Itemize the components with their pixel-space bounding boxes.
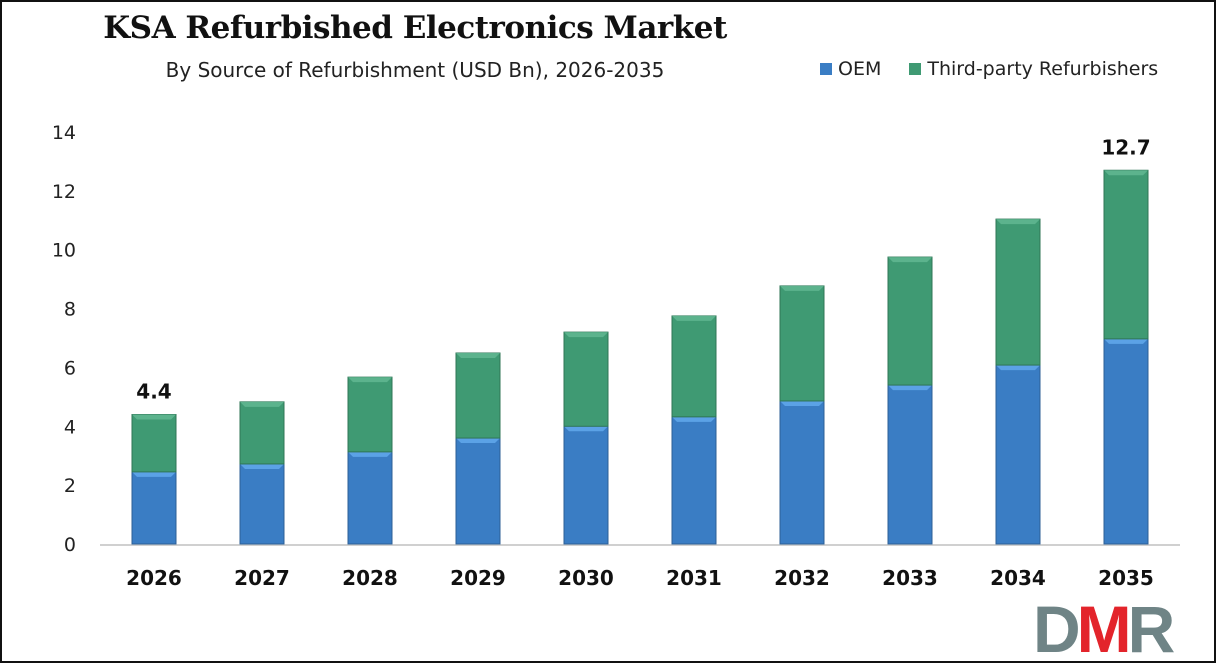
bar-bevel [672,315,716,321]
bar-bevel [348,377,392,383]
bar-bevel [888,385,932,391]
bar-oem-2027 [239,463,285,545]
x-tick-label: 2031 [666,566,722,590]
x-tick-label: 2033 [882,566,938,590]
bar-oem-2030 [563,425,609,545]
bar-bevel [132,414,176,420]
y-tick-label: 8 [64,299,76,321]
bar-oem-2033 [887,384,933,545]
legend-label-third-party: Third-party Refurbishers [927,58,1159,80]
bar-third-party-2034 [995,218,1041,366]
y-tick-label: 4 [64,416,76,438]
x-tick-label: 2027 [234,566,290,590]
legend-label-oem: OEM [838,58,882,80]
x-tick-label: 2032 [774,566,830,590]
bar-third-party-2028 [347,376,393,453]
dmr-logo: DMR [1033,592,1175,666]
bar-oem-2032 [779,400,825,545]
bar-bevel [456,438,500,444]
x-tick-label: 2028 [342,566,398,590]
legend-item-oem: OEM [820,58,881,80]
bar-bevel [780,400,824,406]
bar-third-party-2026 [131,414,177,473]
x-tick-label: 2026 [126,566,182,590]
chart-title: KSA Refurbished Electronics Market [103,10,727,46]
data-label: 4.4 [136,380,171,404]
bar-bevel [240,401,284,407]
bar-third-party-2029 [455,352,501,439]
bar-third-party-2030 [563,331,609,427]
chart-subtitle: By Source of Refurbishment (USD Bn), 202… [165,58,665,82]
bar-oem-2028 [347,451,393,545]
bar-bevel [1104,338,1148,344]
x-tick-label: 2029 [450,566,506,590]
bar-bevel [996,219,1040,225]
bar-bevel [996,365,1040,371]
y-tick-label: 14 [52,122,76,144]
bar-bevel [564,426,608,432]
legend-swatch-third-party [909,63,922,75]
bar-bevel [132,471,176,477]
bar-oem-2026 [131,471,177,545]
bar-third-party-2027 [239,401,285,465]
y-tick-label: 12 [52,181,76,203]
y-tick-label: 2 [64,475,76,497]
bar-oem-2034 [995,364,1041,545]
data-label: 12.7 [1101,135,1150,159]
legend-item-third-party: Third-party Refurbishers [909,58,1158,80]
bar-bevel [780,285,824,291]
bar-oem-2035 [1103,338,1149,545]
y-tick-label: 0 [64,534,76,556]
bar-bevel [456,353,500,359]
x-tick-label: 2035 [1098,566,1154,590]
bar-bevel [888,257,932,263]
bar-third-party-2032 [779,285,825,402]
y-tick-label: 10 [52,240,76,262]
y-tick-label: 6 [64,357,76,379]
legend-swatch-oem [820,63,832,75]
bar-oem-2031 [671,416,717,545]
bar-oem-2029 [455,437,501,545]
bar-bevel [348,451,392,457]
bar-bevel [672,416,716,422]
x-tick-label: 2030 [558,566,614,590]
bar-third-party-2033 [887,256,933,386]
legend: OEM Third-party Refurbishers [820,58,1158,80]
x-tick-label: 2034 [990,566,1046,590]
bar-bevel [1104,170,1148,176]
bar-third-party-2035 [1103,169,1149,340]
bar-third-party-2031 [671,315,717,418]
bar-bevel [564,332,608,338]
bar-bevel [240,463,284,469]
